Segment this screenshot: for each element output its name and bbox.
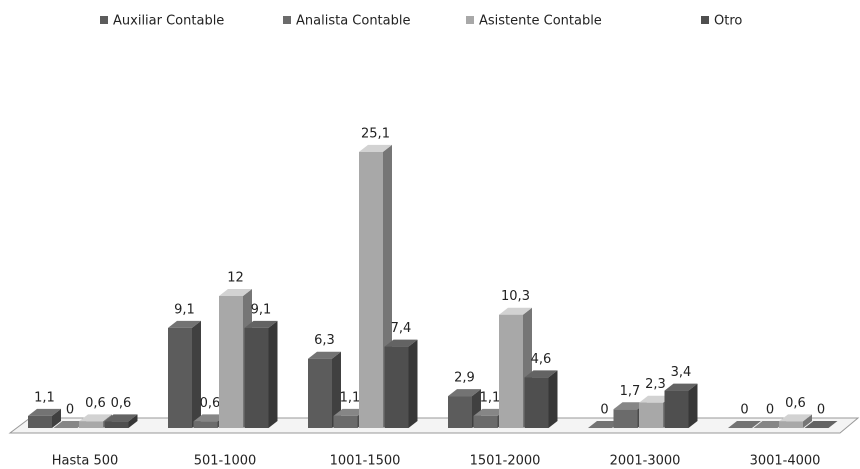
bar-top	[193, 414, 227, 422]
data-label: 25,1	[361, 126, 390, 141]
data-label: 1,1	[34, 390, 55, 405]
bar-top	[28, 408, 61, 416]
data-label: 9,1	[174, 302, 195, 317]
bar	[359, 151, 383, 428]
data-label: 0	[66, 403, 74, 418]
bar-side	[803, 414, 812, 428]
data-label: 1,7	[620, 384, 641, 399]
bar-top	[359, 144, 392, 152]
bar	[473, 415, 498, 428]
bar-top	[333, 408, 367, 416]
x-tick-label: 501-1000	[194, 454, 257, 469]
bar	[779, 421, 803, 428]
data-label: 7,4	[391, 321, 412, 336]
data-label: 4,6	[531, 352, 552, 367]
data-label: 10,3	[501, 289, 530, 304]
bar-top	[804, 421, 838, 428]
data-label: 9,1	[251, 302, 272, 317]
bar-top	[639, 395, 672, 403]
bar-side	[408, 339, 418, 428]
bar-top	[308, 351, 341, 359]
legend-label: Auxiliar Contable	[113, 14, 224, 29]
bar	[499, 314, 523, 428]
bar-side	[548, 370, 558, 428]
bar-top	[753, 421, 787, 428]
bar	[308, 358, 332, 428]
bar-top	[473, 408, 507, 416]
legend-label: Otro	[714, 14, 742, 29]
x-tick-label: 3001-4000	[750, 454, 821, 469]
data-label: 0	[740, 403, 748, 418]
bar-top	[244, 320, 278, 328]
data-label: 0,6	[200, 396, 221, 411]
data-label: 1,1	[340, 390, 361, 405]
bar	[28, 415, 52, 428]
data-label: 0,6	[85, 396, 106, 411]
bar-top	[79, 414, 112, 422]
bar	[448, 396, 472, 428]
legend-swatch	[100, 16, 108, 24]
bar-side	[332, 351, 341, 428]
bar	[613, 409, 638, 428]
bar-top	[613, 402, 647, 410]
data-label: 12	[227, 271, 244, 286]
bar	[219, 296, 243, 428]
bar-side	[192, 320, 201, 428]
bar-top	[499, 307, 532, 315]
data-label: 0,6	[785, 396, 806, 411]
bar	[333, 415, 358, 428]
legend-swatch	[701, 16, 709, 24]
data-label: 3,4	[671, 365, 692, 380]
data-label: 0,6	[111, 396, 132, 411]
bar-side	[128, 414, 138, 428]
bar	[664, 390, 689, 428]
bar	[524, 377, 549, 428]
bar-top	[384, 339, 418, 347]
data-label: 1,1	[480, 390, 501, 405]
x-tick-label: 1501-2000	[470, 454, 541, 469]
legend-swatch	[466, 16, 474, 24]
x-tick-label: Hasta 500	[52, 454, 119, 469]
bar-top	[664, 383, 698, 391]
bar-side	[52, 408, 61, 428]
bar-top	[53, 421, 87, 428]
x-tick-label: 2001-3000	[610, 454, 681, 469]
bar	[639, 402, 663, 428]
bar	[168, 327, 192, 428]
bar-top	[104, 414, 138, 422]
bar-top	[219, 289, 252, 296]
data-label: 2,9	[454, 371, 475, 386]
legend-label: Asistente Contable	[479, 14, 602, 29]
bar-top	[168, 320, 201, 328]
bar	[79, 421, 103, 428]
bar	[384, 346, 409, 428]
bar-top	[728, 421, 761, 428]
legend-swatch	[283, 16, 291, 24]
data-label: 0	[766, 403, 774, 418]
data-label: 0	[600, 403, 608, 418]
bar-side	[268, 320, 278, 428]
x-tick-label: 1001-1500	[330, 454, 401, 469]
bar	[104, 421, 129, 428]
bar-top	[588, 421, 621, 428]
bar	[244, 327, 269, 428]
bar	[193, 421, 218, 428]
bar-top	[524, 370, 558, 378]
bar-top	[448, 389, 481, 397]
data-label: 2,3	[645, 377, 666, 392]
data-label: 0	[817, 403, 825, 418]
data-label: 6,3	[314, 333, 335, 348]
bar-side	[688, 383, 698, 428]
legend-label: Analista Contable	[296, 14, 411, 29]
bar-top	[779, 414, 812, 422]
